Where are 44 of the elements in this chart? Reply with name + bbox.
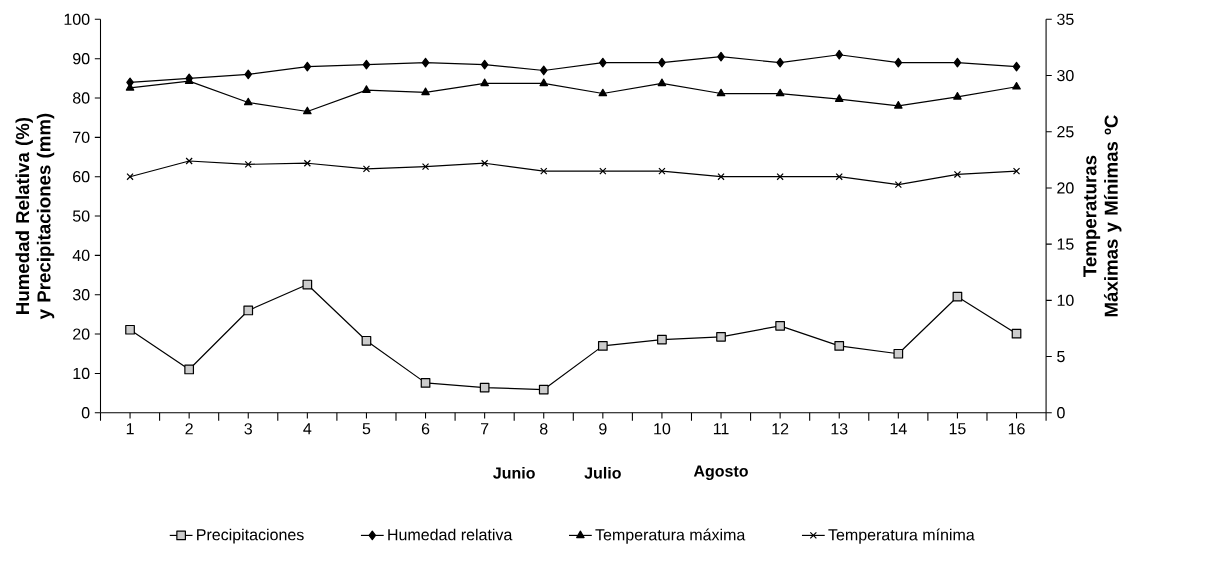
- y-tick-label: 20: [73, 328, 90, 340]
- text: Agosto: [693, 465, 748, 481]
- x-tick-label: 16: [1008, 423, 1025, 435]
- x-tick-label: 3: [244, 423, 252, 435]
- y2-tick-label: 35: [1057, 13, 1074, 26]
- y-tick-label: 60: [73, 171, 90, 183]
- y2-tick-label: 0: [1057, 407, 1065, 419]
- text: Julio: [584, 467, 621, 479]
- y2-tick-label: 15: [1057, 238, 1074, 250]
- x-tick-label: 10: [654, 423, 671, 435]
- y2-tick-label: 10: [1057, 294, 1074, 307]
- y-tick-label: 80: [72, 92, 90, 104]
- y-axis-title: Humedad Relativa (%) y Precipitaciones (mm): [15, 113, 55, 320]
- y-tick-label: 40: [72, 249, 90, 262]
- x-tick-label: 2: [185, 423, 193, 435]
- y-tick-label: 90: [73, 53, 90, 65]
- legend-label: Humedad relativa: [388, 528, 513, 541]
- x-tick-label: 6: [421, 423, 430, 435]
- legend-label: Temperatura máxima: [595, 528, 746, 544]
- y-tick-label: 0: [81, 407, 90, 419]
- text: Junio: [493, 467, 535, 479]
- legend-label: Temperatura mínima: [828, 528, 975, 544]
- y-tick-label: 50: [72, 210, 90, 222]
- legend-label: Precipitaciones: [197, 528, 304, 544]
- y-tick-label: 30: [72, 289, 90, 301]
- y2-tick-label: 25: [1057, 126, 1074, 138]
- x-tick-label: 5: [362, 423, 371, 435]
- y-tick-label: 10: [73, 367, 90, 380]
- x-tick-label: 1: [126, 423, 134, 435]
- x-tick-label: 9: [599, 423, 607, 435]
- x-tick-label: 15: [949, 423, 966, 435]
- x-tick-label: 14: [890, 423, 907, 435]
- y2-tick-label: 5: [1057, 351, 1065, 363]
- x-tick-label: 12: [772, 423, 789, 435]
- y2-tick-label: 30: [1057, 69, 1074, 82]
- y2-axis-title: Temperaturas Máximas y Mínimas ºC: [1083, 115, 1122, 317]
- y-tick-label: 100: [64, 13, 90, 26]
- y2-tick-label: 20: [1057, 182, 1074, 194]
- y-tick-label: 70: [73, 131, 90, 144]
- x-tick-label: 11: [713, 423, 729, 435]
- x-tick-label: 13: [831, 423, 848, 435]
- x-tick-label: 4: [303, 423, 312, 435]
- x-tick-label: 8: [539, 423, 548, 435]
- x-tick-label: 7: [481, 423, 489, 435]
